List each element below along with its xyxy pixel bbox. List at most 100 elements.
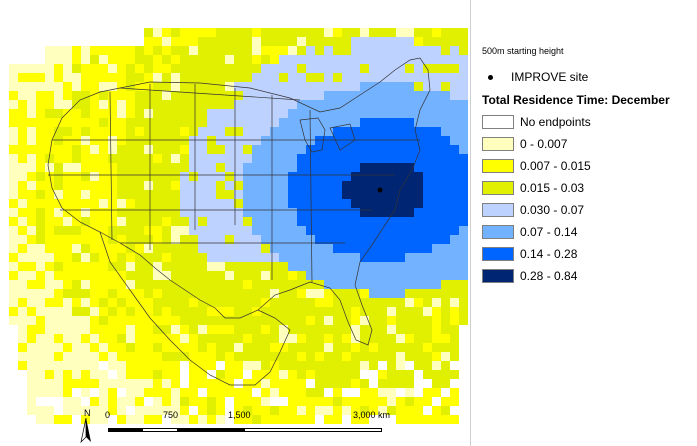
grid-cell (198, 379, 207, 388)
grid-cell (333, 181, 342, 190)
grid-cell (234, 406, 243, 415)
improve-site-marker[interactable] (377, 187, 383, 193)
grid-cell (351, 235, 360, 244)
grid-cell (135, 379, 144, 388)
grid-cell (333, 64, 342, 73)
grid-cell (387, 82, 396, 91)
grid-cell (369, 172, 378, 181)
grid-cell (36, 181, 45, 190)
grid-cell (36, 352, 45, 361)
grid-cell (45, 352, 54, 361)
grid-cell (171, 388, 180, 397)
grid-cell (432, 406, 441, 415)
grid-cell (54, 271, 63, 280)
grid-cell (162, 352, 171, 361)
grid-cell (45, 253, 54, 262)
grid-cell (324, 64, 333, 73)
grid-cell (414, 334, 423, 343)
grid-cell (405, 37, 414, 46)
grid-cell (315, 127, 324, 136)
grid-cell (342, 298, 351, 307)
grid-cell (423, 118, 432, 127)
grid-cell (297, 226, 306, 235)
grid-cell (90, 109, 99, 118)
grid-cell (126, 352, 135, 361)
grid-cell (198, 388, 207, 397)
grid-cell (63, 361, 72, 370)
grid-cell (27, 379, 36, 388)
grid-cell (198, 73, 207, 82)
grid-cell (9, 307, 18, 316)
grid-cell (396, 199, 405, 208)
grid-cell (270, 298, 279, 307)
grid-cell (261, 28, 270, 37)
grid-cell (279, 388, 288, 397)
grid-cell (378, 235, 387, 244)
grid-cell (306, 307, 315, 316)
grid-cell (414, 145, 423, 154)
grid-cell (270, 343, 279, 352)
grid-cell (189, 226, 198, 235)
grid-cell (414, 127, 423, 136)
grid-cell (234, 388, 243, 397)
grid-cell (441, 415, 450, 424)
grid-cell (81, 253, 90, 262)
grid-cell (324, 289, 333, 298)
grid-cell (405, 73, 414, 82)
grid-cell (198, 145, 207, 154)
grid-cell (117, 199, 126, 208)
grid-cell (414, 397, 423, 406)
legend-swatch (482, 203, 514, 217)
grid-cell (315, 181, 324, 190)
grid-cell (99, 55, 108, 64)
grid-cell (288, 343, 297, 352)
grid-cell (126, 334, 135, 343)
grid-cell (261, 415, 270, 424)
grid-cell (90, 361, 99, 370)
grid-cell (198, 37, 207, 46)
residence-time-map[interactable] (0, 0, 470, 446)
legend-class-label: 0.28 - 0.84 (520, 269, 578, 283)
grid-cell (18, 64, 27, 73)
grid-cell (90, 217, 99, 226)
grid-cell (126, 190, 135, 199)
grid-cell (252, 334, 261, 343)
grid-cell (333, 172, 342, 181)
grid-cell (162, 343, 171, 352)
grid-cell (90, 127, 99, 136)
grid-cell (90, 352, 99, 361)
grid-cell (360, 208, 369, 217)
grid-cell (360, 217, 369, 226)
grid-cell (270, 64, 279, 73)
grid-cell (450, 226, 459, 235)
grid-cell (324, 55, 333, 64)
grid-cell (351, 118, 360, 127)
grid-cell (180, 208, 189, 217)
grid-cell (432, 280, 441, 289)
grid-cell (405, 388, 414, 397)
grid-cell (270, 388, 279, 397)
grid-cell (351, 82, 360, 91)
grid-cell (18, 334, 27, 343)
grid-cell (297, 352, 306, 361)
grid-cell (324, 316, 333, 325)
grid-cell (180, 316, 189, 325)
grid-cell (369, 163, 378, 172)
grid-cell (297, 199, 306, 208)
grid-cell (279, 73, 288, 82)
grid-cell (27, 109, 36, 118)
grid-cell (45, 370, 54, 379)
grid-cell (387, 262, 396, 271)
grid-cell (441, 262, 450, 271)
grid-cell (126, 136, 135, 145)
grid-cell (153, 208, 162, 217)
grid-cell (441, 325, 450, 334)
grid-cell (405, 379, 414, 388)
grid-cell (36, 388, 45, 397)
grid-cell (54, 289, 63, 298)
grid-cell (270, 244, 279, 253)
grid-cell (18, 352, 27, 361)
grid-cell (252, 154, 261, 163)
grid-cell (9, 100, 18, 109)
grid-cell (36, 64, 45, 73)
